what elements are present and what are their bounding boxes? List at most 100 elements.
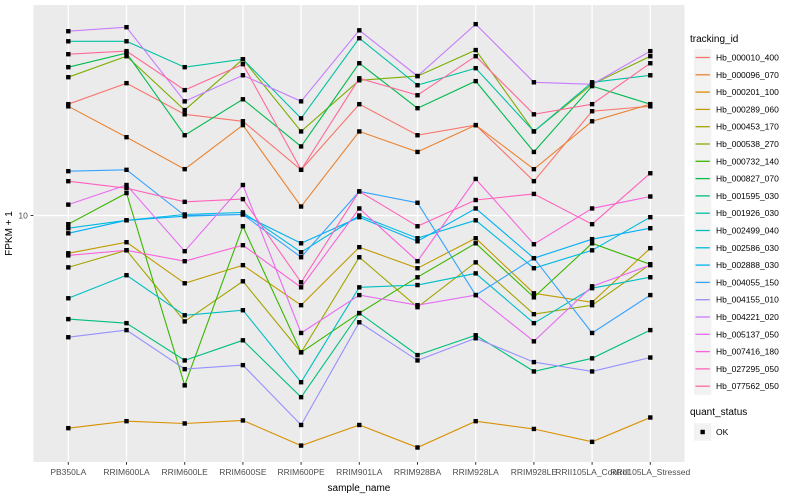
data-point xyxy=(182,64,187,70)
legend-item: Hb_001595_030 xyxy=(694,187,779,205)
data-point xyxy=(357,28,362,33)
data-point xyxy=(589,439,595,445)
data-point xyxy=(124,418,129,424)
data-point xyxy=(298,99,304,104)
legend-item: Hb_001926_030 xyxy=(694,204,779,222)
data-point xyxy=(357,189,362,194)
data-point xyxy=(648,292,653,298)
data-point xyxy=(240,338,246,343)
data-point xyxy=(648,327,653,333)
data-point xyxy=(589,248,595,253)
data-point xyxy=(648,355,653,360)
data-point xyxy=(182,107,187,113)
legend-item: Hb_000096_070 xyxy=(694,66,779,84)
data-point xyxy=(473,65,478,71)
legend-label: Hb_000010_400 xyxy=(716,53,779,63)
legend-item: Hb_000827_070 xyxy=(694,169,779,188)
data-point xyxy=(415,236,420,241)
data-point xyxy=(589,369,595,374)
data-point xyxy=(240,262,246,268)
x-tick-label: RRIM901LA xyxy=(336,467,383,477)
data-point xyxy=(357,292,362,298)
data-point xyxy=(182,421,187,426)
data-point xyxy=(66,265,71,270)
data-point xyxy=(531,320,537,326)
data-point xyxy=(648,194,653,199)
data-point xyxy=(298,350,304,355)
data-point xyxy=(589,206,595,211)
data-point xyxy=(182,213,187,218)
data-point xyxy=(124,327,129,333)
legend-item: Hb_005137_050 xyxy=(694,325,779,343)
data-point xyxy=(473,333,478,338)
data-point xyxy=(415,224,420,229)
data-point xyxy=(240,56,246,62)
data-point xyxy=(182,319,187,324)
data-point xyxy=(473,78,478,84)
data-point xyxy=(415,302,420,308)
legend-label-ok: OK xyxy=(716,427,729,437)
legend-item: Hb_000453_170 xyxy=(694,118,779,136)
y-tick-label: 10 xyxy=(18,211,28,221)
data-point xyxy=(531,291,537,296)
data-point xyxy=(240,279,246,284)
data-point xyxy=(415,133,420,138)
data-point xyxy=(298,255,304,260)
data-point xyxy=(531,242,537,247)
ok-square-swatch xyxy=(700,429,705,435)
data-point xyxy=(589,119,595,124)
data-point xyxy=(357,320,362,325)
data-point xyxy=(648,61,653,66)
x-tick-label: PB350LA xyxy=(50,467,86,477)
data-point xyxy=(648,214,653,220)
data-point xyxy=(124,24,129,30)
legend-label: Hb_077562_050 xyxy=(716,381,779,391)
data-point xyxy=(531,311,537,317)
legend-item: Hb_002586_030 xyxy=(694,239,779,257)
legend-label: Hb_001926_030 xyxy=(716,208,779,218)
data-point xyxy=(473,47,478,53)
data-point xyxy=(240,97,246,102)
data-point xyxy=(240,61,246,67)
data-point xyxy=(66,178,71,184)
data-point xyxy=(531,266,537,271)
data-point xyxy=(415,149,420,155)
data-point xyxy=(357,101,362,107)
x-tick-label: RRIM600LA xyxy=(103,467,150,477)
data-point xyxy=(531,295,537,300)
data-point xyxy=(473,122,478,128)
data-point xyxy=(648,54,653,59)
legend-label: Hb_000201_100 xyxy=(716,87,779,97)
data-point xyxy=(182,248,187,254)
data-point xyxy=(415,275,420,280)
data-point xyxy=(589,356,595,361)
data-point xyxy=(124,248,129,253)
data-point xyxy=(415,352,420,358)
data-point xyxy=(298,394,304,400)
data-point xyxy=(298,250,304,255)
data-point xyxy=(124,240,129,245)
data-point xyxy=(66,226,71,231)
data-point xyxy=(66,64,71,70)
legend-label: Hb_005137_050 xyxy=(716,329,779,339)
legend-item: Hb_004221_020 xyxy=(694,308,779,326)
data-point xyxy=(182,112,187,117)
data-point xyxy=(124,185,129,191)
data-point xyxy=(531,112,537,117)
data-point xyxy=(589,330,595,336)
data-point xyxy=(357,61,362,66)
legend-label: Hb_002888_030 xyxy=(716,260,779,270)
data-point xyxy=(298,330,304,336)
data-point xyxy=(473,21,478,27)
x-tick-label: RRIM600PE xyxy=(277,467,325,477)
data-point xyxy=(298,116,304,121)
data-point xyxy=(473,236,478,241)
data-point xyxy=(182,199,187,205)
data-point xyxy=(648,101,653,107)
data-point xyxy=(531,369,537,374)
data-point xyxy=(415,358,420,363)
data-point xyxy=(648,73,653,78)
data-point xyxy=(240,119,246,124)
data-point xyxy=(66,39,71,44)
data-point xyxy=(66,168,71,174)
